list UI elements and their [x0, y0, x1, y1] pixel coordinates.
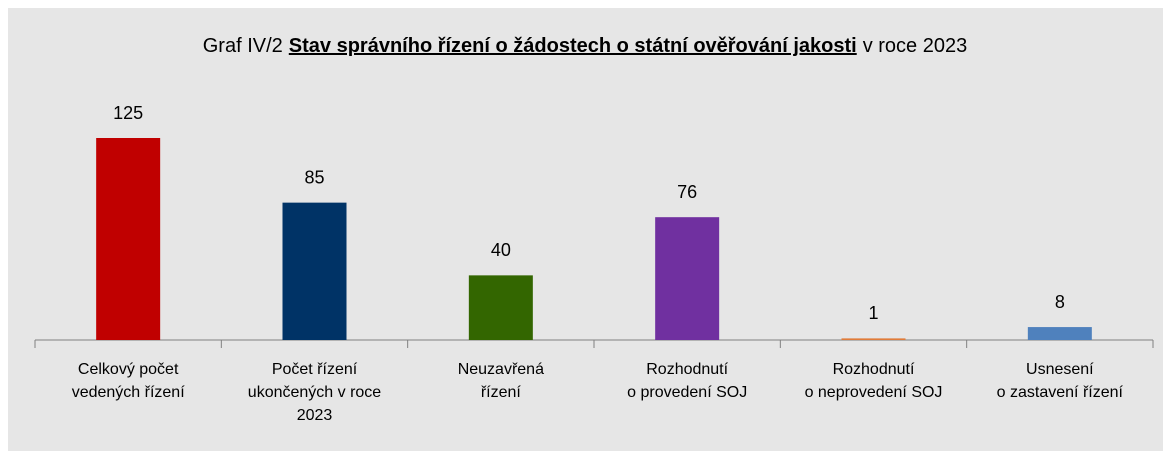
- x-tick-label: Počet řízení: [272, 361, 358, 378]
- bar: [282, 202, 347, 340]
- data-label: 85: [304, 167, 324, 187]
- title-prefix: Graf IV/2: [203, 35, 283, 57]
- data-label: 76: [677, 182, 697, 202]
- bar: [468, 275, 533, 340]
- bar: [1027, 327, 1092, 340]
- x-tick-label: Neuzavřená: [458, 361, 544, 378]
- bar: [96, 138, 161, 340]
- data-label: 8: [1055, 292, 1065, 312]
- x-tick-label: Rozhodnutí: [646, 361, 728, 378]
- data-label: 40: [491, 240, 511, 260]
- x-tick-label: Celkový počet: [78, 361, 179, 378]
- x-tick-label: řízení: [481, 384, 522, 401]
- background: [8, 8, 1163, 451]
- data-label: 1: [868, 303, 878, 323]
- title-suffix: v roce 2023: [863, 35, 968, 57]
- chart-title-group: Graf IV/2 Stav správního řízení o žádoste…: [203, 35, 967, 57]
- x-tick-label: ukončených v roce: [248, 384, 382, 401]
- bar: [655, 217, 720, 340]
- x-tick-label: vedených řízení: [72, 384, 186, 401]
- x-tick-label: o neprovedení SOJ: [805, 384, 943, 401]
- x-tick-label: o provedení SOJ: [627, 384, 747, 401]
- x-tick-label: Usnesení: [1026, 361, 1094, 378]
- data-label: 125: [113, 103, 143, 123]
- x-tick-label: 2023: [297, 407, 333, 424]
- chart-title: Stav správního řízení o žádostech o stát…: [289, 35, 857, 57]
- bar: [841, 338, 906, 340]
- x-tick-label: o zastavení řízení: [997, 384, 1124, 401]
- x-tick-label: Rozhodnutí: [833, 361, 915, 378]
